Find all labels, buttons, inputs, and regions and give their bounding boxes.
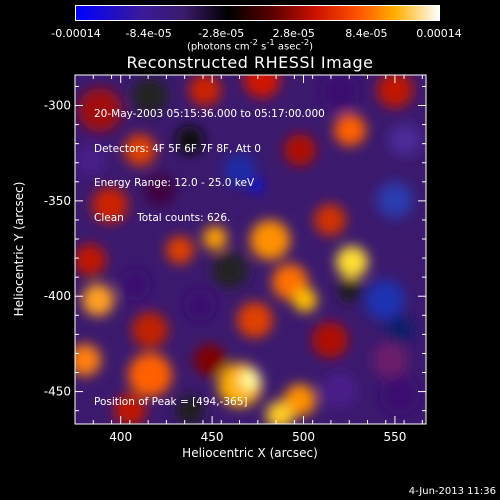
heatmap-blob <box>336 246 368 278</box>
heatmap-blob <box>92 187 128 223</box>
chart-title: Reconstructed RHESSI Image <box>126 53 374 72</box>
heatmap-blob <box>176 396 204 424</box>
time-range-text: 20-May-2003 05:15:36.000 to 05:17:00.000 <box>94 108 325 120</box>
heatmap-blob <box>380 375 420 415</box>
heatmap-blob <box>124 134 156 166</box>
footer-date: 4-Jun-2013 11:36 <box>408 486 496 497</box>
heatmap-blob <box>322 372 358 408</box>
y-tick-label: -350 <box>44 194 71 208</box>
colorbar-units: (photons cm-2 s-1 asec-2) <box>186 37 314 53</box>
heatmap-blob <box>377 75 413 108</box>
heatmap-image <box>75 75 426 424</box>
colorbar-tick-label: 8.4e-05 <box>345 27 388 40</box>
peak-position-text: Position of Peak = [494,-365] <box>94 396 248 408</box>
colorbar-tick-label: -0.00014 <box>51 27 101 40</box>
heatmap-blob <box>334 114 366 146</box>
heatmap-blob <box>128 353 172 397</box>
plot-frame <box>74 74 427 425</box>
y-axis-label: Heliocentric Y (arcsec) <box>12 181 26 317</box>
colorbar-tick-label: 2.8e-05 <box>272 27 315 40</box>
heatmap-blob <box>75 344 101 376</box>
heatmap-blob <box>338 278 362 302</box>
colorbar-tick-label: 0.00014 <box>416 27 462 40</box>
heatmap-blob <box>284 134 316 166</box>
heatmap-blob <box>320 75 360 112</box>
heatmap-blob <box>240 370 260 390</box>
heatmap-blob <box>119 269 151 301</box>
heatmap-blob <box>176 126 204 154</box>
heatmap-blob <box>75 244 106 276</box>
heatmap-blob <box>166 236 194 264</box>
x-tick-label: 450 <box>201 430 224 444</box>
heatmap-blob <box>386 316 414 344</box>
observation-info: 20-May-2003 05:15:36.000 to 05:17:00.000… <box>94 86 325 236</box>
heatmap-blob <box>184 289 216 321</box>
heatmap-blob <box>365 280 405 320</box>
heatmap-blob <box>194 344 226 376</box>
heatmap-blob <box>132 78 168 114</box>
heatmap-blob <box>250 220 290 260</box>
heatmap-blob <box>266 401 294 424</box>
heatmap-blob <box>389 124 421 156</box>
heatmap-blob <box>293 288 317 312</box>
heatmap-blob <box>212 252 248 288</box>
heatmap-blob <box>144 174 176 206</box>
colorbar-tick-label: -8.4e-05 <box>125 27 172 40</box>
heatmap-blob <box>377 182 413 218</box>
heatmap-blob <box>132 312 168 348</box>
heatmap-blob <box>78 88 122 132</box>
heatmap-blob <box>114 394 146 424</box>
heatmap-blob <box>189 75 221 106</box>
heatmap-blob <box>75 144 106 176</box>
heatmap-blob <box>203 226 227 250</box>
heatmap-blob <box>224 154 256 186</box>
heatmap-blob <box>237 302 273 338</box>
y-tick-label: -450 <box>44 385 71 399</box>
x-axis-label: Heliocentric X (arcsec) <box>182 446 318 460</box>
y-tick-label: -400 <box>44 289 71 303</box>
heatmap-blob <box>372 342 408 378</box>
energy-range-text: Energy Range: 12.0 - 25.0 keV <box>94 177 255 189</box>
x-tick-label: 400 <box>109 430 132 444</box>
heatmap-blob <box>312 322 348 358</box>
heatmap-blob <box>82 284 114 316</box>
heatmap-blob <box>244 75 280 98</box>
colorbar <box>75 5 440 21</box>
x-tick-label: 550 <box>383 430 406 444</box>
clean-counts-text: Clean Total counts: 626. <box>94 211 231 224</box>
heatmap-blob <box>314 204 346 236</box>
detectors-text: Detectors: 4F 5F 6F 7F 8F, Att 0 <box>94 142 261 155</box>
heatmap-blob <box>251 180 263 192</box>
x-tick-label: 500 <box>292 430 315 444</box>
colorbar-tick-label: -2.8e-05 <box>198 27 245 40</box>
y-tick-label: -300 <box>44 99 71 113</box>
